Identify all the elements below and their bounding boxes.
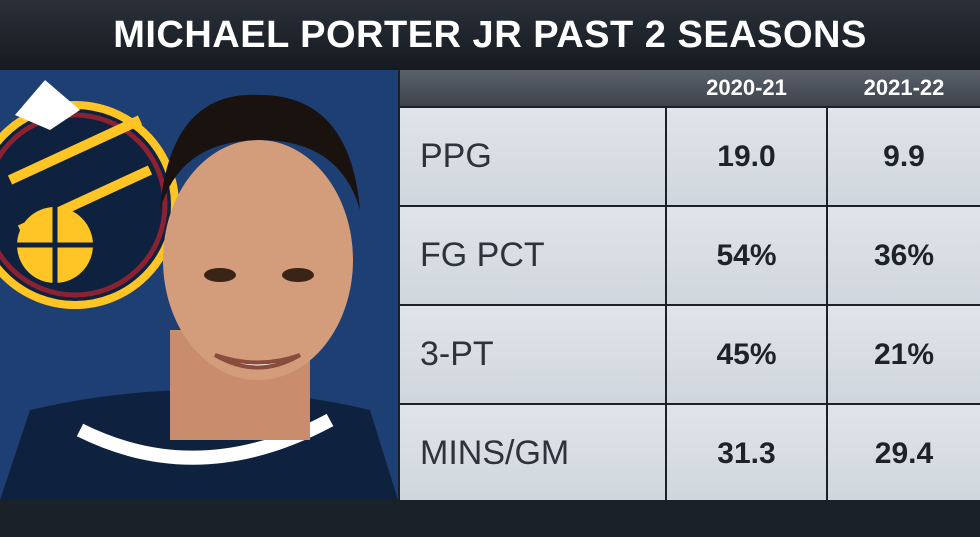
stat-value: 31.3 <box>667 405 826 502</box>
row-label: PPG <box>400 108 665 205</box>
row-label: 3-PT <box>400 306 665 403</box>
stat-value: 45% <box>667 306 826 403</box>
row-label: MINS/GM <box>400 405 665 502</box>
stat-value: 54% <box>667 207 826 304</box>
stat-value: 29.4 <box>828 405 980 502</box>
header-row <box>400 70 980 106</box>
stat-value: 9.9 <box>828 108 980 205</box>
stats-table: 2020-21 2021-22 PPG 19.0 9.9 FG PCT 54% 36% 3-PT… <box>400 70 980 502</box>
bottom-bar <box>0 500 980 537</box>
column-header: 2020-21 <box>706 75 787 100</box>
player-photo <box>0 70 398 500</box>
stat-value: 36% <box>828 207 980 304</box>
row-label: FG PCT <box>400 207 665 304</box>
stat-value: 19.0 <box>667 108 826 205</box>
title: MICHAEL PORTER JR PAST 2 SEASONS <box>0 0 980 70</box>
column-header: 2021-22 <box>863 75 945 100</box>
stat-value: 21% <box>828 306 980 403</box>
